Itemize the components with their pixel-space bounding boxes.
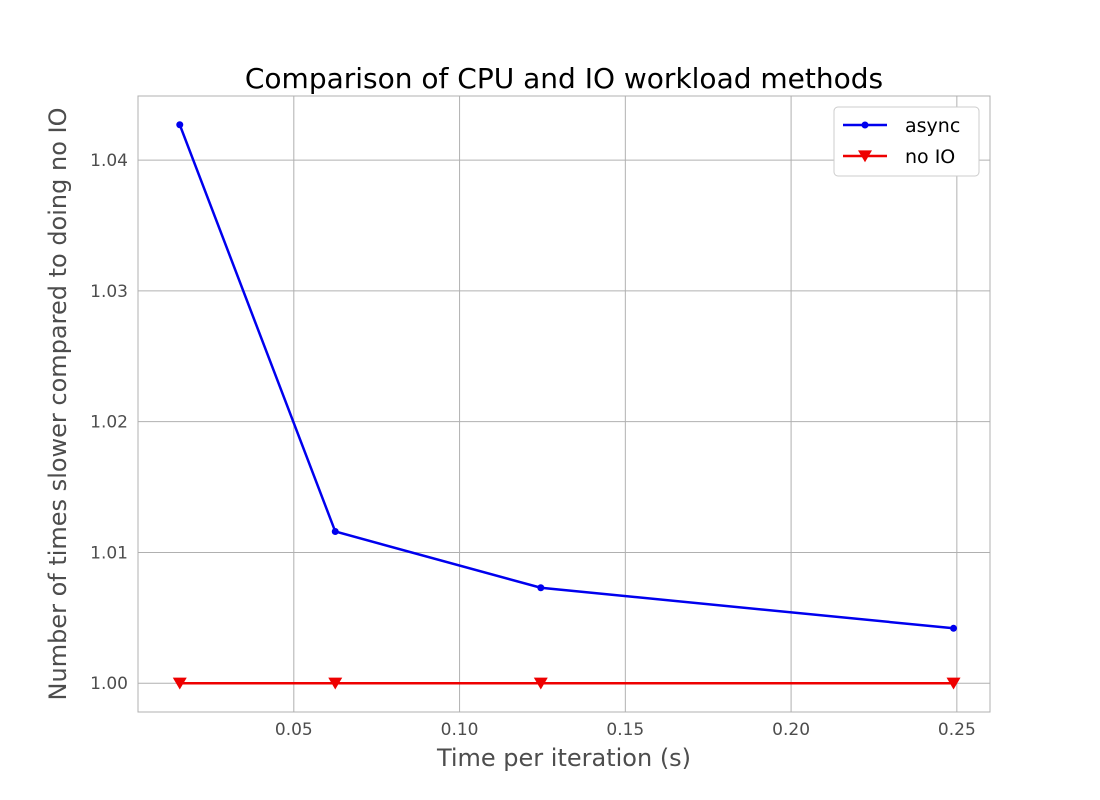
y-axis-label: Number of times slower compared to doing…	[44, 108, 72, 701]
x-tick-labels: 0.05 0.10 0.15 0.20 0.25	[275, 720, 976, 740]
series-async	[176, 121, 958, 632]
data-point-no-io	[328, 677, 343, 690]
series-layer	[172, 121, 961, 690]
x-tick-label: 0.05	[275, 720, 313, 740]
data-point-no-io	[946, 677, 961, 690]
data-point-async	[537, 584, 545, 592]
y-tick-label: 1.00	[90, 674, 128, 694]
data-point-no-io	[533, 677, 548, 690]
data-point-async	[950, 624, 958, 632]
x-tick-label: 0.25	[938, 720, 976, 740]
series-line-async	[178, 124, 954, 630]
legend-marker-no-io	[858, 150, 872, 163]
data-point-async	[176, 121, 184, 129]
data-point-async	[331, 528, 339, 536]
legend-label-async: async	[905, 115, 960, 137]
series-no-io	[172, 677, 961, 690]
legend-items: async no IO	[843, 115, 960, 168]
x-tick-label: 0.10	[441, 720, 479, 740]
legend: async no IO	[833, 106, 980, 177]
legend-label-no-io: no IO	[905, 146, 955, 168]
y-tick-label: 1.02	[90, 413, 128, 433]
plot-frame	[137, 95, 991, 713]
y-tick-label: 1.03	[90, 282, 128, 302]
x-axis-label: Time per iteration (s)	[436, 744, 691, 772]
data-point-no-io	[172, 677, 187, 690]
y-tick-labels: 1.00 1.01 1.02 1.03 1.04	[90, 151, 128, 694]
x-tick-label: 0.20	[772, 720, 810, 740]
legend-marker-async	[861, 121, 869, 129]
y-tick-label: 1.01	[90, 543, 128, 563]
x-tick-label: 0.15	[606, 720, 644, 740]
y-tick-label: 1.04	[90, 151, 128, 171]
chart-title: Comparison of CPU and IO workload method…	[245, 62, 883, 95]
